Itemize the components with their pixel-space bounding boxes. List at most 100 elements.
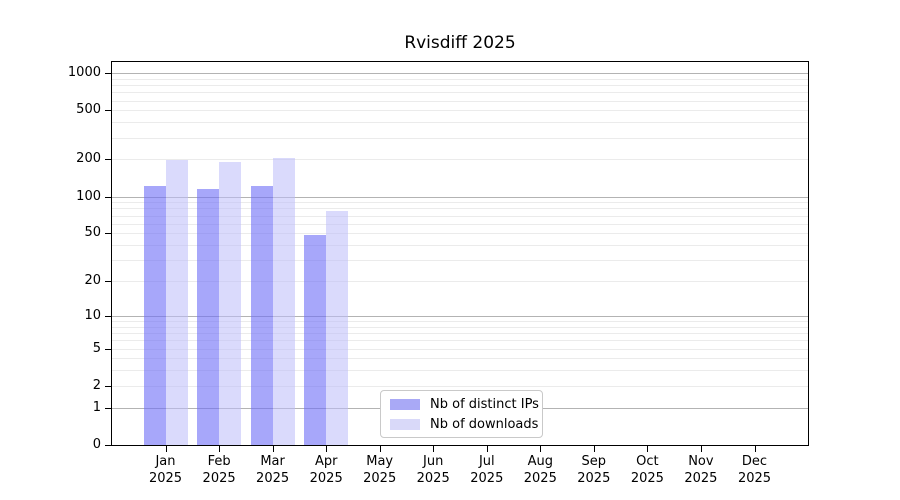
y-tick-label: 20 (84, 273, 101, 289)
y-tick-label: 100 (76, 188, 101, 204)
minor-gridline (112, 85, 808, 86)
legend-label-downloads: Nb of downloads (430, 416, 539, 432)
minor-gridline (112, 348, 808, 350)
minor-gridline (112, 245, 808, 246)
x-tick-mark (647, 446, 649, 452)
y-tick-mark (105, 281, 111, 283)
minor-gridline (112, 260, 808, 262)
x-tick-year: 2025 (202, 471, 236, 486)
x-tick-year: 2025 (577, 471, 611, 486)
y-tick-mark (105, 348, 111, 350)
minor-gridline (112, 110, 808, 112)
x-tick-year: 2025 (523, 471, 557, 486)
x-tick-label-sep: Sep 2025 (562, 453, 626, 487)
major-gridline (112, 196, 808, 198)
x-tick-label-mar: Mar 2025 (241, 453, 305, 487)
minor-gridline (112, 202, 808, 204)
minor-gridline (112, 159, 808, 161)
y-tick-mark (105, 385, 111, 387)
x-tick-label-nov: Nov 2025 (669, 453, 733, 487)
legend-item-distinct-ips: Nb of distinct IPs (390, 397, 539, 412)
bar-distinct-ips-mar (250, 185, 273, 445)
x-tick-year: 2025 (148, 471, 183, 486)
x-tick-month: Jan (155, 454, 176, 469)
bar-distinct-ips-apr (304, 235, 327, 445)
bar-downloads-feb (219, 161, 242, 445)
x-tick-label-may: May 2025 (348, 453, 412, 487)
distinct-ips-swatch (390, 398, 420, 410)
y-tick-mark (105, 110, 111, 112)
x-tick-mark (165, 446, 167, 452)
x-tick-year: 2025 (363, 471, 397, 486)
plot-area (111, 61, 809, 446)
x-tick-month: Feb (207, 454, 231, 469)
x-tick-mark (540, 446, 542, 452)
bar-downloads-jan (165, 160, 188, 445)
minor-gridline (112, 78, 808, 80)
bar-downloads-apr (326, 211, 349, 445)
y-tick-label: 50 (84, 225, 101, 241)
bar-distinct-ips-jan (143, 185, 166, 445)
x-tick-label-dec: Dec 2025 (723, 453, 787, 487)
bar-downloads-mar (272, 157, 295, 445)
y-tick-label: 10 (84, 307, 101, 323)
x-tick-mark (272, 446, 274, 452)
x-tick-year: 2025 (416, 471, 450, 486)
y-tick-mark (105, 159, 111, 161)
y-tick-mark (105, 73, 111, 74)
y-tick-mark (105, 233, 111, 235)
x-tick-year: 2025 (684, 471, 718, 486)
x-tick-mark (754, 446, 756, 452)
chart-title: Rvisdiff 2025 (404, 33, 516, 53)
minor-gridline (112, 137, 808, 139)
legend: Nb of distinct IPs Nb of downloads (380, 390, 543, 438)
y-tick-mark (105, 407, 111, 409)
minor-gridline (112, 333, 808, 334)
x-tick-label-aug: Aug 2025 (508, 453, 572, 487)
minor-gridline (112, 340, 808, 342)
bar-distinct-ips-feb (197, 188, 220, 445)
x-tick-year: 2025 (737, 471, 772, 486)
minor-gridline (112, 370, 808, 372)
x-tick-label-jul: Jul 2025 (455, 453, 519, 487)
x-tick-label-jan: Jan 2025 (134, 453, 198, 487)
x-tick-mark (219, 446, 221, 452)
y-tick-label: 1 (92, 399, 101, 415)
x-tick-month: Jul (478, 454, 495, 469)
x-tick-label-feb: Feb 2025 (187, 453, 251, 487)
y-tick-label: 500 (76, 102, 101, 118)
x-tick-label-jun: Jun 2025 (401, 453, 465, 487)
x-tick-month: Nov (688, 454, 714, 469)
minor-gridline (112, 223, 808, 225)
y-tick-label: 200 (76, 151, 101, 167)
legend-label-distinct-ips: Nb of distinct IPs (430, 396, 539, 412)
downloads-swatch (390, 418, 420, 430)
x-tick-month: Dec (741, 454, 768, 469)
minor-gridline (112, 208, 808, 210)
x-tick-month: Apr (314, 454, 338, 469)
x-tick-label-apr: Apr 2025 (294, 453, 358, 487)
x-tick-month: Jun (423, 454, 444, 469)
major-gridline (112, 73, 808, 74)
minor-gridline (112, 100, 808, 102)
x-tick-mark (433, 446, 435, 452)
x-tick-month: May (366, 454, 394, 469)
y-tick-mark (105, 196, 111, 198)
y-tick-label: 0 (92, 437, 101, 452)
x-tick-year: 2025 (256, 471, 290, 486)
x-tick-label-oct: Oct 2025 (615, 453, 679, 487)
y-tick-mark (105, 315, 111, 317)
x-tick-month: Mar (260, 454, 285, 469)
minor-gridline (112, 326, 808, 328)
major-gridline (112, 315, 808, 317)
minor-gridline (112, 122, 808, 124)
x-tick-mark (379, 446, 381, 452)
x-tick-mark (326, 446, 328, 452)
legend-item-downloads: Nb of downloads (390, 417, 538, 432)
minor-gridline (112, 281, 808, 283)
x-tick-year: 2025 (630, 471, 664, 486)
x-tick-mark (593, 446, 595, 452)
minor-gridline (112, 215, 808, 217)
y-tick-mark (105, 445, 111, 446)
